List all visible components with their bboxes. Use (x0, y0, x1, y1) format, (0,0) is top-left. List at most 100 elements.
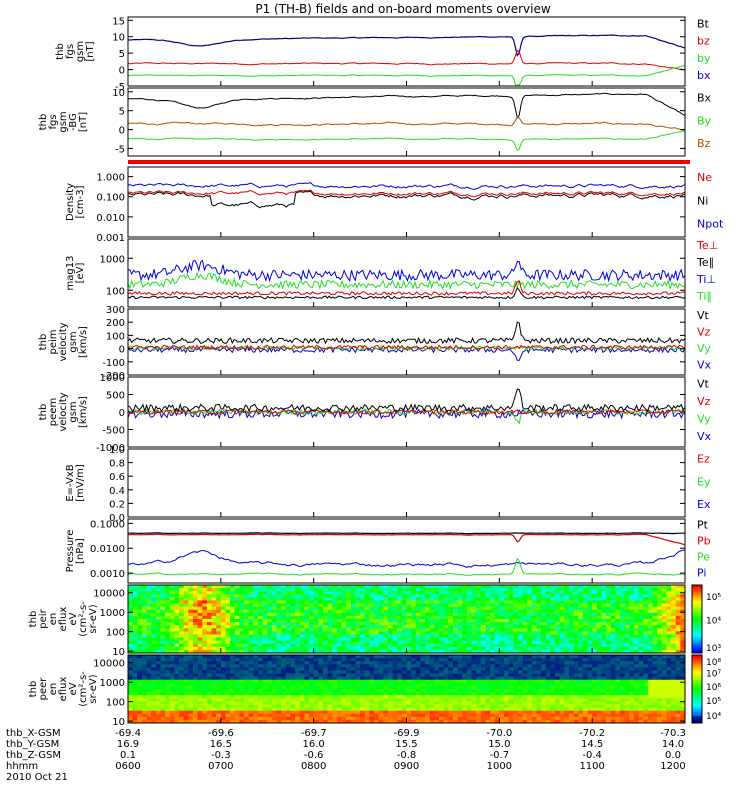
spectrogram-cell (503, 649, 510, 654)
spectrogram-cell (499, 628, 505, 632)
spectrogram-cell (165, 619, 171, 623)
spectrogram-cell (425, 685, 431, 690)
spectrogram-cell (434, 619, 440, 623)
y-tick-label: 0.6 (109, 472, 125, 483)
spectrogram-cell (517, 716, 524, 721)
spectrogram-cell (401, 606, 407, 611)
spectrogram-cell (541, 597, 547, 601)
spectrogram-cell (438, 673, 445, 678)
spectrogram-cell (647, 609, 654, 614)
spectrogram-cell (587, 649, 593, 654)
spectrogram-cell (322, 588, 329, 592)
spectrogram-cell (568, 609, 575, 614)
y-tick-label: 5 (119, 107, 125, 118)
spectrogram-cell (527, 625, 533, 629)
spectrogram-cell (680, 609, 686, 614)
spectrogram-cell (629, 609, 635, 614)
spectrogram-cell (503, 676, 510, 681)
spectrogram-cell (327, 695, 333, 699)
spectrogram-cell (141, 643, 148, 648)
spectrogram-cell (596, 615, 602, 620)
spectrogram-cell (471, 585, 477, 589)
spectrogram-cell (425, 643, 431, 648)
spectrogram-cell (197, 588, 203, 592)
spectrogram-cell (146, 670, 152, 675)
spectrogram-cell (230, 588, 236, 592)
spectrogram-cell (322, 695, 329, 699)
spectrogram-cell (606, 612, 612, 617)
spectrogram-cell (165, 692, 171, 696)
spectrogram-cell (132, 588, 138, 592)
spectrogram-cell (327, 676, 333, 681)
spectrogram-cell (239, 661, 245, 665)
spectrogram-cell (230, 643, 236, 648)
spectrogram-cell (671, 591, 677, 595)
spectrogram-cell (633, 625, 640, 629)
spectrogram-cell (522, 670, 528, 675)
spectrogram-cell (555, 673, 561, 678)
spectrogram-cell (267, 612, 273, 617)
spectrogram-cell (615, 643, 621, 648)
spectrogram-cell (309, 591, 315, 595)
spectrogram-cell (364, 670, 370, 675)
spectrogram-cell (508, 603, 514, 608)
spectrogram-cell (545, 676, 551, 681)
spectrogram-cell (262, 646, 268, 651)
spectrogram-cell (244, 673, 250, 678)
spectrogram-cell (578, 609, 584, 614)
spectrogram-cell (336, 640, 343, 645)
spectrogram-cell (545, 649, 551, 654)
spectrogram-cell (174, 600, 180, 605)
spectrogram-cell (355, 643, 361, 648)
spectrogram-cell (179, 692, 185, 696)
spectrogram-cell (341, 679, 347, 684)
spectrogram-cell (322, 679, 329, 684)
spectrogram-cell (564, 643, 570, 648)
spectrogram-cell (401, 628, 407, 632)
spectrogram-cell (262, 649, 268, 654)
spectrogram-cell (508, 634, 514, 639)
spectrogram-cell (239, 606, 245, 611)
spectrogram-cell (596, 643, 602, 648)
spectrogram-cell (471, 673, 477, 678)
spectrogram-cell (434, 637, 440, 642)
spectrogram-cell (383, 649, 389, 654)
spectrogram-cell (137, 679, 143, 684)
spectrogram-cell (197, 704, 203, 709)
spectrogram-cell (647, 637, 654, 642)
spectrogram-cell (452, 606, 459, 611)
spectrogram-cell (257, 689, 264, 693)
spectrogram-cell (239, 685, 245, 690)
spectrogram-cell (137, 622, 143, 626)
spectrogram-cell (536, 716, 542, 721)
spectrogram-cell (128, 695, 134, 699)
spectrogram-cell (290, 643, 296, 648)
spectrogram-cell (313, 658, 319, 662)
spectrogram-cell (661, 628, 667, 632)
spectrogram-cell (671, 622, 677, 626)
spectrogram-cell (271, 658, 278, 662)
spectrogram-cell (545, 597, 551, 601)
spectrogram-cell (387, 603, 394, 608)
spectrogram-cell (452, 676, 459, 681)
spectrogram-cell (592, 625, 598, 629)
spectrogram-cell (485, 673, 491, 678)
spectrogram-cell (494, 640, 500, 645)
spectrogram-cell (378, 643, 384, 648)
spectrogram-cell (220, 615, 226, 620)
spectrogram-cell (443, 640, 449, 645)
spectrogram-cell (160, 661, 166, 665)
spectrogram-cell (197, 622, 203, 626)
spectrogram-cell (290, 682, 296, 687)
spectrogram-cell (425, 619, 431, 623)
spectrogram-cell (452, 594, 459, 598)
spectrogram-cell (346, 600, 352, 605)
spectrogram-cell (336, 707, 343, 712)
spectrogram-cell (527, 704, 533, 709)
spectrogram-cell (141, 615, 148, 620)
spectrogram-cell (480, 634, 486, 639)
spectrogram-cell (253, 704, 259, 709)
spectrogram-cell (290, 631, 296, 635)
spectrogram-cell (420, 585, 426, 589)
spectrogram-cell (387, 676, 394, 681)
